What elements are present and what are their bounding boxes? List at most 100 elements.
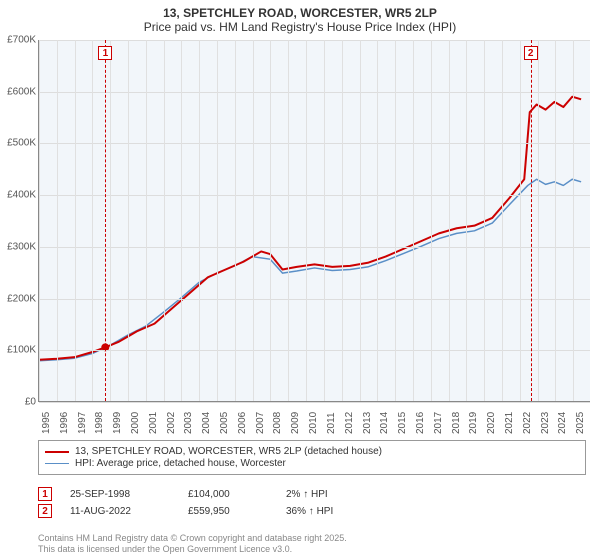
x-axis-label: 2019 (468, 412, 479, 434)
transaction-date: 25-SEP-1998 (70, 489, 170, 500)
series-line (39, 97, 581, 360)
gridline-vertical (431, 40, 432, 401)
transaction-row: 2 11-AUG-2022 £559,950 36% ↑ HPI (38, 504, 366, 518)
gridline-vertical (75, 40, 76, 401)
legend-label: 13, SPETCHLEY ROAD, WORCESTER, WR5 2LP (… (75, 446, 382, 457)
transaction-date: 11-AUG-2022 (70, 506, 170, 517)
y-axis-label: £200K (7, 293, 36, 304)
x-axis-label: 2007 (255, 412, 266, 434)
gridline-vertical (235, 40, 236, 401)
gridline-vertical (502, 40, 503, 401)
gridline-vertical (395, 40, 396, 401)
gridline-vertical (449, 40, 450, 401)
x-axis-label: 2002 (166, 412, 177, 434)
marker-badge: 2 (524, 46, 538, 60)
transaction-price: £559,950 (188, 506, 268, 517)
x-axis-label: 2004 (201, 412, 212, 434)
transaction-marker-badge: 1 (38, 487, 52, 501)
y-axis-label: £400K (7, 190, 36, 201)
gridline-horizontal (39, 195, 590, 196)
gridline-vertical (92, 40, 93, 401)
x-axis-label: 2006 (237, 412, 248, 434)
x-axis-label: 2013 (362, 412, 373, 434)
gridline-vertical (342, 40, 343, 401)
y-axis-label: £600K (7, 86, 36, 97)
gridline-horizontal (39, 299, 590, 300)
transaction-row: 1 25-SEP-1998 £104,000 2% ↑ HPI (38, 487, 366, 501)
gridline-vertical (217, 40, 218, 401)
gridline-vertical (57, 40, 58, 401)
x-axis-label: 1997 (77, 412, 88, 434)
legend-swatch (45, 451, 69, 453)
legend-box: 13, SPETCHLEY ROAD, WORCESTER, WR5 2LP (… (38, 440, 586, 475)
transaction-rows: 1 25-SEP-1998 £104,000 2% ↑ HPI 2 11-AUG-2022… (38, 484, 366, 521)
x-axis-label: 1999 (112, 412, 123, 434)
x-axis-label: 1998 (94, 412, 105, 434)
transaction-price: £104,000 (188, 489, 268, 500)
legend-label: HPI: Average price, detached house, Worc… (75, 458, 286, 469)
gridline-vertical (270, 40, 271, 401)
gridline-vertical (377, 40, 378, 401)
x-axis-label: 1996 (59, 412, 70, 434)
x-axis-label: 2005 (219, 412, 230, 434)
footer-line1: Contains HM Land Registry data © Crown c… (38, 533, 347, 545)
title-line1: 13, SPETCHLEY ROAD, WORCESTER, WR5 2LP (0, 6, 600, 20)
legend-item: HPI: Average price, detached house, Worc… (45, 458, 579, 469)
series-line (39, 179, 581, 361)
gridline-vertical (520, 40, 521, 401)
x-axis-label: 2010 (308, 412, 319, 434)
marker-line (531, 40, 532, 401)
gridline-horizontal (39, 247, 590, 248)
x-axis-label: 2025 (575, 412, 586, 434)
legend-item: 13, SPETCHLEY ROAD, WORCESTER, WR5 2LP (… (45, 446, 579, 457)
x-axis-label: 2023 (540, 412, 551, 434)
x-axis-label: 2018 (451, 412, 462, 434)
x-axis-label: 2024 (557, 412, 568, 434)
gridline-vertical (146, 40, 147, 401)
chart-title-block: 13, SPETCHLEY ROAD, WORCESTER, WR5 2LP P… (0, 0, 600, 36)
x-axis-label: 2012 (344, 412, 355, 434)
gridline-vertical (413, 40, 414, 401)
gridline-vertical (484, 40, 485, 401)
gridline-vertical (538, 40, 539, 401)
gridline-vertical (164, 40, 165, 401)
x-axis-label: 1995 (41, 412, 52, 434)
legend-swatch (45, 463, 69, 465)
x-axis-label: 2011 (326, 412, 337, 434)
chart-svg (39, 40, 590, 401)
footer-line2: This data is licensed under the Open Gov… (38, 544, 347, 556)
x-axis-label: 2008 (272, 412, 283, 434)
y-axis-label: £700K (7, 35, 36, 46)
gridline-horizontal (39, 143, 590, 144)
marker-badge: 1 (98, 46, 112, 60)
x-axis-label: 2009 (290, 412, 301, 434)
gridline-vertical (199, 40, 200, 401)
x-axis-label: 2022 (522, 412, 533, 434)
gridline-vertical (288, 40, 289, 401)
y-axis-label: £300K (7, 241, 36, 252)
title-line2: Price paid vs. HM Land Registry's House … (0, 20, 600, 34)
gridline-vertical (324, 40, 325, 401)
gridline-vertical (110, 40, 111, 401)
gridline-vertical (466, 40, 467, 401)
x-axis-label: 2015 (397, 412, 408, 434)
transaction-pct: 36% ↑ HPI (286, 506, 366, 517)
y-axis-label: £500K (7, 138, 36, 149)
marker-line (105, 40, 106, 401)
gridline-vertical (573, 40, 574, 401)
x-axis-label: 2014 (379, 412, 390, 434)
transaction-pct: 2% ↑ HPI (286, 489, 366, 500)
x-axis-label: 2000 (130, 412, 141, 434)
gridline-horizontal (39, 350, 590, 351)
x-axis-label: 2003 (183, 412, 194, 434)
gridline-horizontal (39, 40, 590, 41)
gridline-vertical (128, 40, 129, 401)
transaction-marker-badge: 2 (38, 504, 52, 518)
chart-plot-area: 12 (38, 40, 590, 402)
x-axis-label: 2017 (433, 412, 444, 434)
gridline-vertical (39, 40, 40, 401)
y-axis-label: £100K (7, 345, 36, 356)
y-axis-label: £0 (25, 397, 36, 408)
gridline-vertical (555, 40, 556, 401)
gridline-horizontal (39, 402, 590, 403)
